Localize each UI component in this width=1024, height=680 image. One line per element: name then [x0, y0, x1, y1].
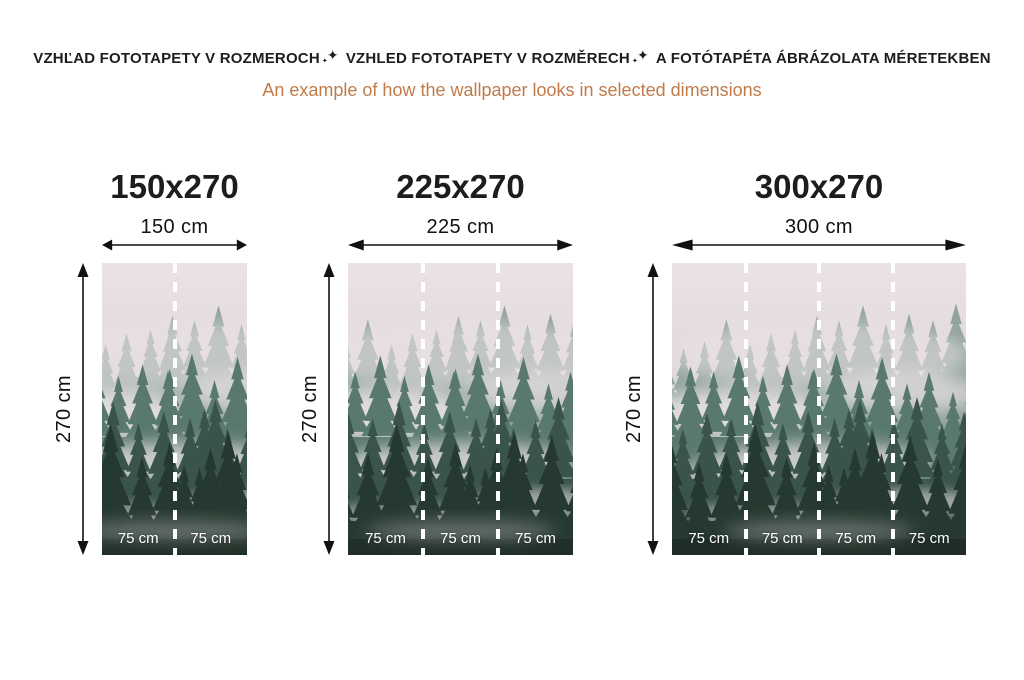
- foggy-forest-wallpaper-image: 75 cm 75 cm: [102, 263, 247, 555]
- width-arrow: [348, 238, 573, 252]
- size-title-225x270: 225x270: [396, 168, 525, 205]
- height-label: 270 cm: [623, 375, 645, 443]
- sparkle-icon: ✦ ✦: [321, 47, 339, 65]
- width-label: 225 cm: [426, 216, 495, 238]
- panel-divider: [172, 263, 177, 555]
- width-arrow: [102, 238, 247, 252]
- height-label: 270 cm: [299, 375, 321, 443]
- width-label: 150 cm: [140, 216, 209, 238]
- panel-divider: [817, 263, 821, 555]
- height-arrow: [323, 263, 335, 555]
- panel-width-label: 75 cm: [440, 530, 481, 547]
- panel-width-label: 75 cm: [190, 530, 232, 547]
- height-label: 270 cm: [53, 375, 75, 443]
- panel-divider: [420, 263, 425, 555]
- panel-width-label: 75 cm: [908, 530, 950, 547]
- height-arrow: [647, 263, 659, 555]
- page-title: VZHĽAD FOTOTAPETY V ROZMEROCH ✦ ✦ VZHLED FO…: [0, 47, 1024, 67]
- panel-width-label: 75 cm: [761, 530, 803, 547]
- panel-divider: [743, 263, 748, 555]
- title-part-sk: VZHĽAD FOTOTAPETY V ROZMEROCH: [33, 50, 320, 67]
- sparkle-icon: ✦ ✦: [631, 47, 649, 65]
- forest-illustration: [348, 263, 573, 555]
- foggy-forest-wallpaper-image: 75 cm 75 cm 75 cm: [348, 263, 573, 555]
- panel-width-label: 75 cm: [117, 530, 159, 547]
- panel-divider: [890, 263, 895, 555]
- panel-width-label: 75 cm: [365, 530, 406, 547]
- panel-width-label: 75 cm: [688, 530, 730, 547]
- panel-width-label: 75 cm: [515, 530, 556, 547]
- width-arrow: [672, 238, 966, 252]
- title-part-cz: VZHLED FOTOTAPETY V ROZMĚRECH: [345, 50, 630, 67]
- title-part-hu: A FOTÓTAPÉTA ÁBRÁZOLATA MÉRETEKBEN: [655, 50, 991, 67]
- width-label: 300 cm: [785, 216, 853, 238]
- height-arrow: [77, 263, 89, 555]
- page-subtitle: An example of how the wallpaper looks in…: [262, 80, 762, 100]
- panel-divider: [496, 263, 500, 555]
- panel-width-label: 75 cm: [835, 530, 877, 547]
- foggy-forest-wallpaper-image: 75 cm 75 cm 75 cm 75 cm: [672, 263, 966, 555]
- size-title-150x270: 150x270: [110, 168, 239, 205]
- size-title-300x270: 300x270: [754, 168, 884, 205]
